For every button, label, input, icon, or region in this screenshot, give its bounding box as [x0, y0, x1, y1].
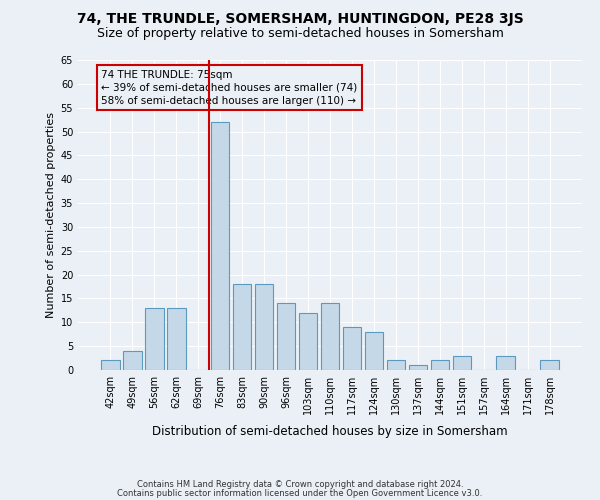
- Y-axis label: Number of semi-detached properties: Number of semi-detached properties: [46, 112, 56, 318]
- Bar: [145, 308, 164, 370]
- Text: Contains HM Land Registry data © Crown copyright and database right 2024.: Contains HM Land Registry data © Crown c…: [137, 480, 463, 489]
- Bar: [409, 365, 427, 370]
- Bar: [233, 284, 251, 370]
- Bar: [123, 351, 142, 370]
- Bar: [101, 360, 119, 370]
- Bar: [365, 332, 383, 370]
- Bar: [343, 327, 361, 370]
- Bar: [431, 360, 449, 370]
- Bar: [277, 303, 295, 370]
- Bar: [255, 284, 274, 370]
- Text: 74 THE TRUNDLE: 75sqm
← 39% of semi-detached houses are smaller (74)
58% of semi: 74 THE TRUNDLE: 75sqm ← 39% of semi-deta…: [101, 70, 358, 106]
- Bar: [299, 313, 317, 370]
- Bar: [167, 308, 185, 370]
- Text: Size of property relative to semi-detached houses in Somersham: Size of property relative to semi-detach…: [97, 28, 503, 40]
- Bar: [211, 122, 229, 370]
- Text: 74, THE TRUNDLE, SOMERSHAM, HUNTINGDON, PE28 3JS: 74, THE TRUNDLE, SOMERSHAM, HUNTINGDON, …: [77, 12, 523, 26]
- Bar: [386, 360, 405, 370]
- Bar: [452, 356, 471, 370]
- Bar: [320, 303, 340, 370]
- Text: Contains public sector information licensed under the Open Government Licence v3: Contains public sector information licen…: [118, 488, 482, 498]
- Bar: [541, 360, 559, 370]
- X-axis label: Distribution of semi-detached houses by size in Somersham: Distribution of semi-detached houses by …: [152, 426, 508, 438]
- Bar: [496, 356, 515, 370]
